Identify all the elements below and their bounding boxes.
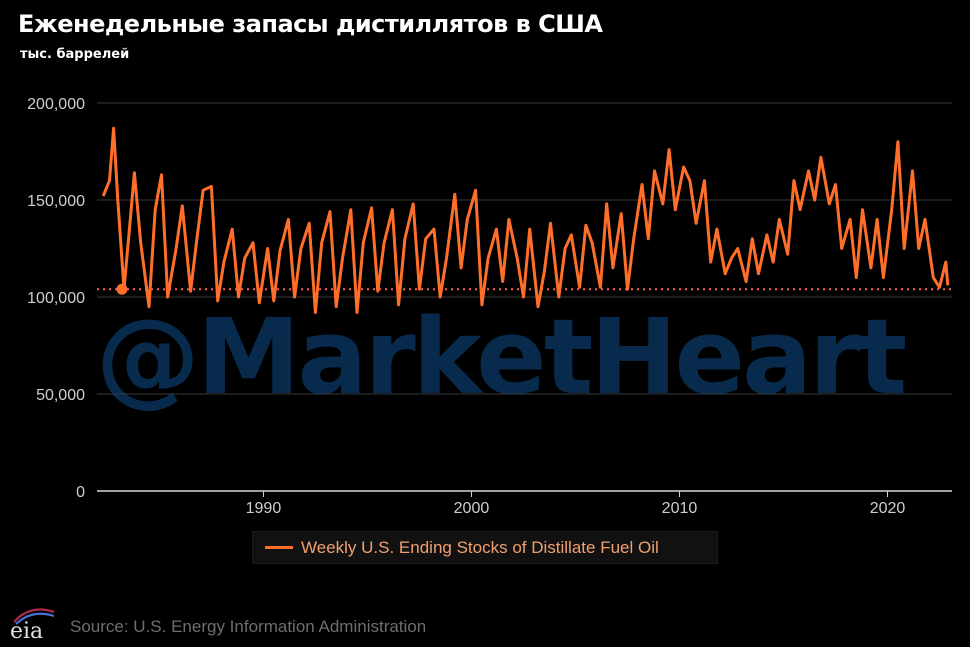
legend: Weekly U.S. Ending Stocks of Distillate …	[252, 531, 718, 564]
x-tick-label: 1990	[246, 500, 282, 517]
x-tick-label: 2020	[870, 500, 906, 517]
x-tick-label: 2010	[662, 500, 698, 517]
eia-logo: eia	[10, 608, 55, 640]
x-axis: 1990 2000 2010 2020	[246, 491, 906, 517]
y-axis: 0 50,000 100,000 150,000 200,000	[27, 96, 85, 501]
y-tick-label: 50,000	[36, 387, 85, 404]
y-tick-label: 0	[76, 484, 85, 501]
x-tick-label: 2000	[454, 500, 490, 517]
source-note: Source: U.S. Energy Information Administ…	[70, 617, 427, 636]
chart-title: Еженедельные запасы дистиллятов в США	[18, 10, 603, 38]
series-marker	[116, 283, 128, 295]
legend-label: Weekly U.S. Ending Stocks of Distillate …	[301, 537, 659, 557]
y-tick-label: 200,000	[27, 96, 85, 113]
chart-subtitle: тыс. баррелей	[20, 47, 130, 62]
eia-logo-text: eia	[10, 619, 43, 640]
watermark: @MarketHeart	[96, 296, 906, 418]
y-tick-label: 150,000	[27, 193, 85, 210]
legend-line-swatch	[265, 546, 293, 549]
y-tick-label: 100,000	[27, 290, 85, 307]
series-line-distillate-stocks	[101, 126, 950, 314]
